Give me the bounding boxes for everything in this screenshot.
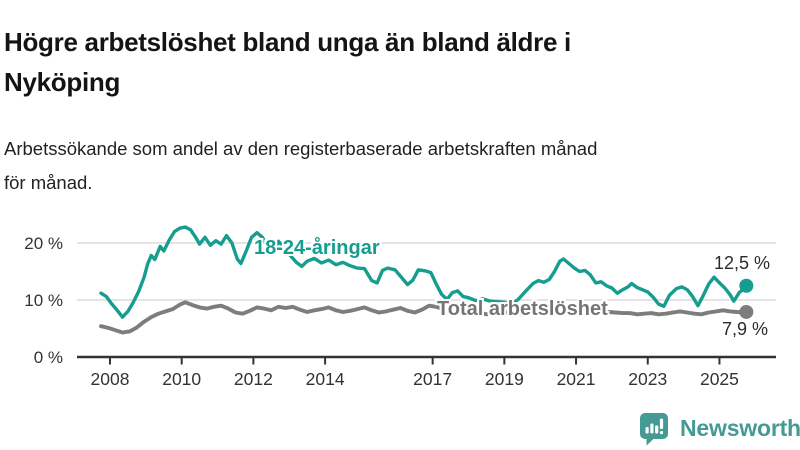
y-axis-label-20: 20 %	[24, 234, 63, 253]
chart-subtitle: Arbetssökande som andel av den registerb…	[4, 132, 764, 200]
x-axis-label-2014: 2014	[306, 369, 345, 389]
series-end-dot-young	[739, 278, 754, 293]
page-title: Högre arbetslöshet bland unga än bland ä…	[4, 22, 724, 102]
series-end-dot-total	[739, 304, 754, 319]
end-value-label-total: 7,9 %	[721, 319, 768, 339]
title-line-1: Högre arbetslöshet bland unga än bland ä…	[4, 27, 571, 58]
bar-chart-speech-bubble-icon	[640, 413, 668, 446]
x-axis-label-2019: 2019	[485, 369, 524, 389]
title-line-2: Nyköping	[4, 67, 121, 98]
x-axis-label-2017: 2017	[413, 369, 452, 389]
subtitle-line-2: för månad.	[4, 171, 93, 193]
x-axis-label-2021: 2021	[557, 369, 596, 389]
x-axis-label-2008: 2008	[91, 369, 130, 389]
series-label-young: 18-24-åringar	[254, 237, 380, 259]
newsworthy-logo: Newsworthy	[636, 410, 800, 446]
x-axis-label-2010: 2010	[162, 369, 201, 389]
end-value-label-young: 12,5 %	[713, 253, 770, 273]
x-axis-label-2023: 2023	[628, 369, 667, 389]
x-axis-label-2025: 2025	[700, 369, 739, 389]
series-line-total	[99, 300, 749, 335]
series-line-young	[99, 225, 748, 319]
y-axis-label-10: 10 %	[24, 291, 63, 310]
brand-name: Newsworthy	[680, 414, 800, 441]
subtitle-line-1: Arbetssökande som andel av den registerb…	[4, 137, 598, 159]
series-label-total: Total arbetslöshet	[437, 298, 608, 320]
x-axis-label-2012: 2012	[234, 369, 273, 389]
y-axis-label-0: 0 %	[34, 348, 63, 367]
